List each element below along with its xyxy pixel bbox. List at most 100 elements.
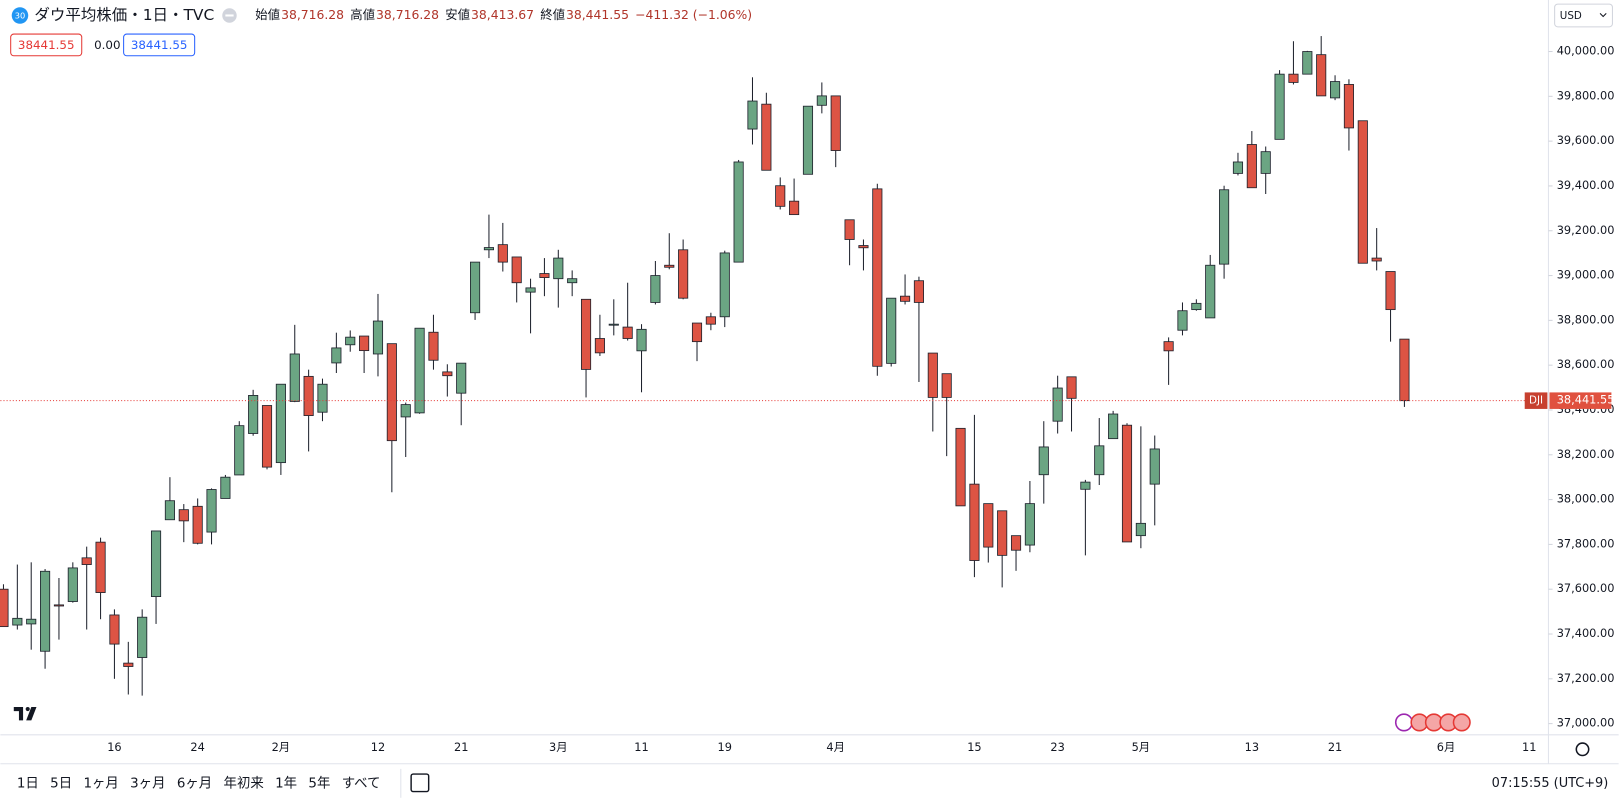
candle-body <box>67 567 78 602</box>
candle-body <box>650 275 661 303</box>
candle-body <box>1066 376 1077 399</box>
symbol-box <box>1524 392 1548 409</box>
candle-body <box>636 328 647 352</box>
candle-body <box>234 425 245 476</box>
y-tick-label: 40,000.00 <box>1557 44 1615 58</box>
candle-body <box>1371 257 1382 262</box>
ohlc-label: 終値 <box>540 7 565 22</box>
candle-body <box>816 95 827 106</box>
candle-body <box>261 405 273 468</box>
candle-body <box>178 509 189 522</box>
candle-body <box>53 604 65 607</box>
candle-body <box>886 297 897 364</box>
candle-body <box>705 316 716 325</box>
y-tick-label: 37,200.00 <box>1557 671 1615 685</box>
candle-body <box>789 200 800 216</box>
currency-caret <box>1599 13 1607 18</box>
event-icon[interactable] <box>1452 713 1471 732</box>
range-button[interactable]: 1日 <box>17 776 39 791</box>
range-button[interactable]: 5年 <box>308 775 330 791</box>
candle-body <box>1052 387 1063 422</box>
price-tag-text: 38441.55 <box>131 38 188 52</box>
candle-body <box>1205 264 1216 319</box>
candle-body <box>192 505 203 544</box>
x-tick-label: 3月 <box>549 740 568 754</box>
settings-icon[interactable] <box>1575 742 1590 757</box>
last-price-box <box>1549 392 1612 409</box>
candle-body <box>26 618 37 625</box>
candle-body <box>1357 120 1368 264</box>
candle-body <box>331 347 342 364</box>
candle-body <box>220 476 231 499</box>
range-button[interactable]: 6ヶ月 <box>177 776 212 791</box>
candle-body <box>983 503 994 548</box>
candle-body <box>1274 73 1285 140</box>
candle-body <box>1010 535 1022 551</box>
candle-body <box>1163 341 1174 352</box>
candle-body <box>594 338 605 354</box>
range-button[interactable]: 1年 <box>275 775 297 791</box>
candle-body <box>1260 151 1271 174</box>
candle-body <box>40 570 51 652</box>
x-tick-label: 23 <box>1050 740 1064 754</box>
candle-body <box>442 371 453 377</box>
candle-body <box>1385 271 1396 311</box>
ohlc-label: 安値 <box>445 7 470 22</box>
candle-body <box>317 383 328 413</box>
candle-body <box>1302 51 1313 75</box>
x-tick-label: 21 <box>454 740 468 754</box>
candle-body <box>81 557 92 565</box>
y-tick-label: 38,000.00 <box>1557 492 1615 506</box>
range-button[interactable]: 1ヶ月 <box>83 776 118 791</box>
candle-body <box>1343 84 1354 129</box>
candle-body <box>289 353 300 402</box>
candle-body <box>456 362 467 394</box>
candle-body <box>1246 144 1257 189</box>
x-tick-label: 19 <box>718 740 732 754</box>
candle-body <box>1149 448 1160 485</box>
candle-body <box>1177 310 1188 331</box>
x-tick-label: 2月 <box>272 740 291 754</box>
price-tag-box <box>123 33 196 57</box>
x-tick-label: 13 <box>1245 740 1259 754</box>
candle-body <box>1024 503 1035 546</box>
x-tick-label: 24 <box>190 740 204 754</box>
range-button[interactable]: 5日 <box>50 776 72 791</box>
candle-body <box>206 489 217 533</box>
currency-button[interactable] <box>1554 3 1613 28</box>
price-tag-text: 0.00 <box>94 38 120 52</box>
candle-body <box>1094 445 1105 476</box>
x-tick-label: 15 <box>967 740 981 754</box>
candle-body <box>858 245 869 249</box>
candle-body <box>1219 189 1230 265</box>
event-icon[interactable] <box>1394 713 1413 732</box>
range-button[interactable]: 年初来 <box>224 775 264 791</box>
candle-body <box>1330 81 1341 99</box>
ohlc-value: 38,716.28 <box>281 8 344 22</box>
candle-body <box>164 500 175 521</box>
candle-body <box>275 383 286 464</box>
x-tick-label: 11 <box>1522 740 1536 754</box>
y-tick-label: 37,000.00 <box>1557 716 1615 730</box>
candle-body <box>539 273 550 278</box>
candle-body <box>1399 338 1410 402</box>
candle-body <box>511 256 522 284</box>
range-button[interactable]: すべて <box>342 775 381 791</box>
candle-body <box>969 483 980 561</box>
candle-body <box>372 320 384 355</box>
candle-body <box>12 617 23 626</box>
candle-body <box>1121 424 1133 543</box>
candle-body <box>123 662 134 667</box>
range-button[interactable]: 3ヶ月 <box>130 776 165 791</box>
candle-body <box>761 103 772 171</box>
last-price-symbol: DJI <box>1529 395 1543 407</box>
chart-title: ダウ平均株価・1日・TVC <box>34 6 214 24</box>
candle-body <box>913 280 924 303</box>
date-range-icon[interactable] <box>410 773 430 793</box>
candle-body <box>553 257 564 280</box>
candle-body <box>802 105 814 175</box>
candle-body <box>955 427 966 507</box>
candle-body <box>747 100 758 130</box>
candle-body <box>997 510 1008 556</box>
